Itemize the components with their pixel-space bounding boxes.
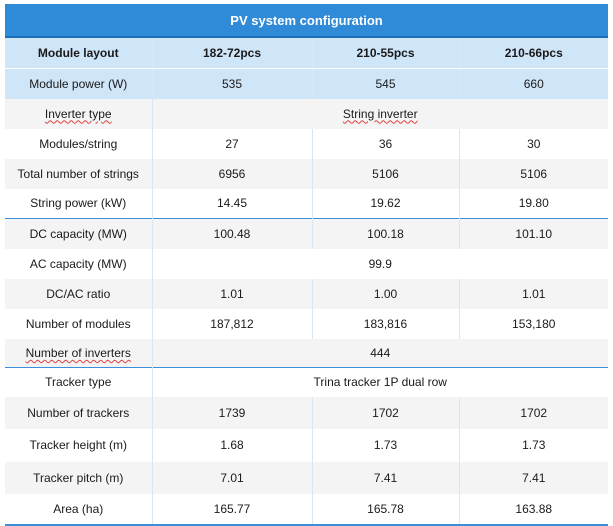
table-row: Number of trackers 1739 1702 1702 [5, 396, 608, 429]
row-value: 1702 [459, 396, 608, 429]
table-row: String power (kW) 14.45 19.62 19.80 [5, 188, 608, 219]
row-label: Number of inverters [5, 338, 153, 368]
row-value: 36 [312, 128, 460, 159]
row-label: Tracker type [5, 367, 153, 397]
row-value: 19.62 [312, 188, 460, 219]
row-label: Number of trackers [5, 396, 153, 429]
header-cell: Module layout [5, 38, 153, 69]
table-row: Module power (W) 535 545 660 [5, 68, 608, 99]
table-row: Modules/string 27 36 30 [5, 128, 608, 159]
row-value: 545 [312, 68, 460, 99]
row-value: 1.73 [312, 428, 460, 462]
row-value: 7.01 [152, 461, 313, 494]
table-bottom-border [5, 523, 608, 526]
row-value: 6956 [152, 158, 313, 189]
row-value: 30 [459, 128, 608, 159]
row-span-text: String inverter [342, 106, 418, 121]
row-span-value: 444 [152, 338, 608, 368]
pv-config-table: Module layout 182-72pcs 210-55pcs 210-66… [5, 38, 608, 524]
table-row: Area (ha) 165.77 165.78 163.88 [5, 493, 608, 524]
row-span-value: Trina tracker 1P dual row [152, 367, 608, 397]
row-label-text: Number of inverters [25, 345, 131, 360]
row-label: Modules/string [5, 128, 153, 159]
table-row: Inverter type String inverter [5, 98, 608, 129]
row-label: DC/AC ratio [5, 278, 153, 309]
row-label: Area (ha) [5, 493, 153, 524]
row-value: 163.88 [459, 493, 608, 524]
row-label-text: Inverter type [44, 106, 112, 121]
row-value: 27 [152, 128, 313, 159]
row-label: Tracker pitch (m) [5, 461, 153, 494]
row-value: 101.10 [459, 218, 608, 249]
table-row: AC capacity (MW) 99.9 [5, 248, 608, 279]
header-cell: 182-72pcs [152, 38, 313, 69]
table-row: Tracker pitch (m) 7.01 7.41 7.41 [5, 461, 608, 494]
row-value: 187,812 [152, 308, 313, 339]
row-value: 1.68 [152, 428, 313, 462]
row-value: 100.18 [312, 218, 460, 249]
row-value: 1.01 [459, 278, 608, 309]
row-label: String power (kW) [5, 188, 153, 219]
row-value: 153,180 [459, 308, 608, 339]
row-value: 19.80 [459, 188, 608, 219]
row-value: 14.45 [152, 188, 313, 219]
row-label: Total number of strings [5, 158, 153, 189]
row-value: 7.41 [459, 461, 608, 494]
table-row: Number of inverters 444 [5, 338, 608, 368]
row-value: 1702 [312, 396, 460, 429]
row-value: 165.78 [312, 493, 460, 524]
row-label: Tracker height (m) [5, 428, 153, 462]
header-cell: 210-66pcs [459, 38, 608, 69]
table-row: DC/AC ratio 1.01 1.00 1.01 [5, 278, 608, 309]
row-value: 1.01 [152, 278, 313, 309]
row-value: 165.77 [152, 493, 313, 524]
row-value: 1.00 [312, 278, 460, 309]
row-value: 5106 [312, 158, 460, 189]
table-title: PV system configuration [5, 4, 608, 38]
row-label: AC capacity (MW) [5, 248, 153, 279]
row-value: 5106 [459, 158, 608, 189]
row-span-value: String inverter [152, 98, 608, 129]
table-row: Tracker type Trina tracker 1P dual row [5, 367, 608, 397]
row-value: 660 [459, 68, 608, 99]
row-value: 535 [152, 68, 313, 99]
row-label: Number of modules [5, 308, 153, 339]
row-value: 100.48 [152, 218, 313, 249]
row-label: Module power (W) [5, 68, 153, 99]
row-label: Inverter type [5, 98, 153, 129]
header-cell: 210-55pcs [312, 38, 460, 69]
config-table-container: PV system configuration Module layout 18… [5, 4, 608, 526]
table-row: Number of modules 187,812 183,816 153,18… [5, 308, 608, 339]
table-row: DC capacity (MW) 100.48 100.18 101.10 [5, 218, 608, 249]
row-value: 7.41 [312, 461, 460, 494]
row-span-value: 99.9 [152, 248, 608, 279]
table-row: Tracker height (m) 1.68 1.73 1.73 [5, 428, 608, 462]
row-value: 183,816 [312, 308, 460, 339]
row-value: 1739 [152, 396, 313, 429]
row-value: 1.73 [459, 428, 608, 462]
table-row: Total number of strings 6956 5106 5106 [5, 158, 608, 189]
header-row: Module layout 182-72pcs 210-55pcs 210-66… [5, 38, 608, 69]
row-label: DC capacity (MW) [5, 218, 153, 249]
